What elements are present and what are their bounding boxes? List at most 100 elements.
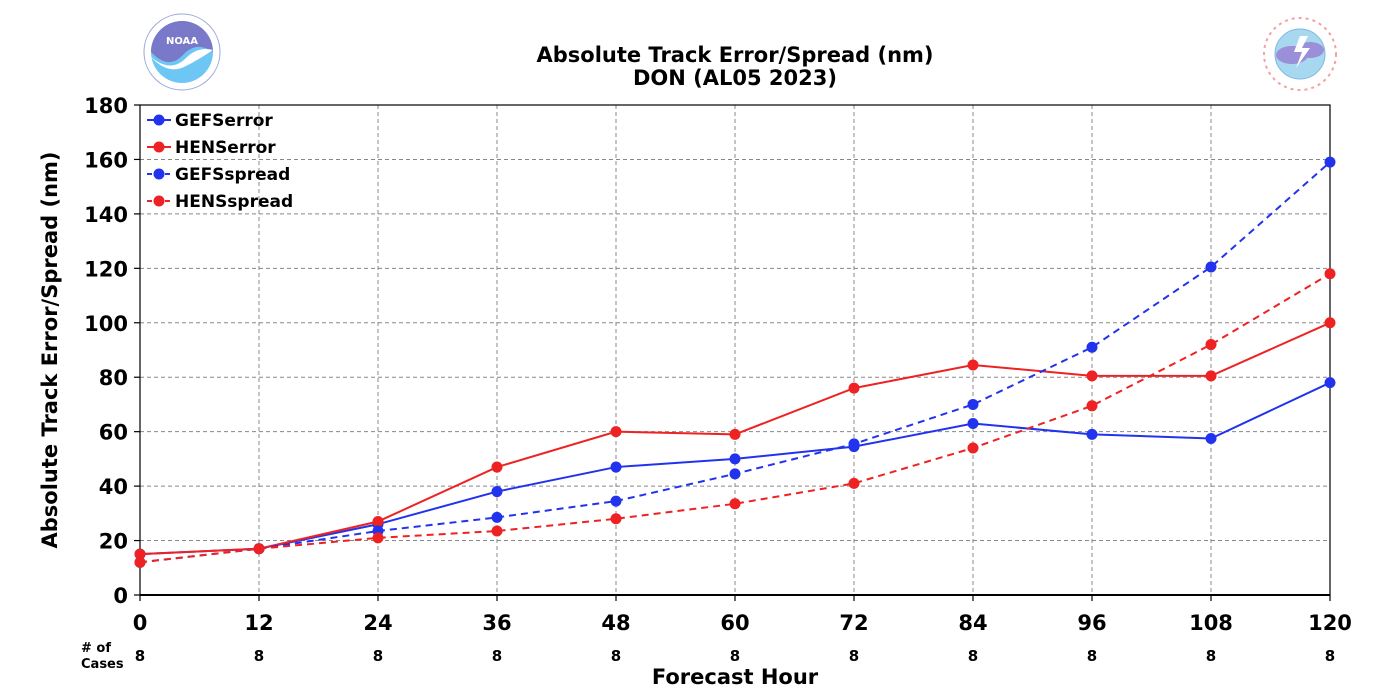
data-point [372, 516, 384, 527]
cases-label-line2: Cases [81, 657, 124, 672]
y-tick-label: 20 [99, 530, 128, 554]
case-count: 8 [135, 647, 145, 665]
y-axis-ticks: 0 20 40 60 80 100 120 140 160 180 [84, 94, 140, 608]
x-tick-label: 96 [1077, 611, 1106, 635]
data-point [610, 426, 622, 438]
y-tick-label: 100 [84, 312, 128, 336]
y-tick-label: 140 [84, 203, 128, 227]
case-count: 8 [254, 647, 264, 665]
data-point [134, 548, 146, 560]
series-layer [134, 156, 1336, 568]
series-line [139, 272, 1331, 564]
x-axis-label: Forecast Hour [652, 665, 819, 689]
data-point [610, 461, 622, 473]
data-point [1324, 317, 1336, 329]
data-point [491, 525, 503, 537]
data-point [1086, 428, 1098, 440]
x-tick-label: 48 [601, 611, 630, 635]
data-point [1205, 339, 1217, 351]
data-point [1324, 268, 1336, 280]
y-tick-label: 120 [84, 257, 128, 281]
data-point [848, 438, 860, 450]
data-point [729, 453, 741, 465]
x-tick-label: 24 [363, 611, 392, 635]
data-point [1086, 400, 1098, 412]
x-tick-label: 12 [244, 611, 273, 635]
chart-title-line2: DON (AL05 2023) [633, 66, 837, 90]
case-count: 8 [730, 647, 740, 665]
legend-swatch-marker [153, 168, 165, 180]
data-point [729, 468, 741, 480]
data-point [1086, 341, 1098, 353]
x-tick-label: 84 [958, 611, 987, 635]
legend-label: HENSspread [175, 192, 293, 212]
data-point [253, 543, 265, 555]
data-point [729, 428, 741, 440]
case-count: 8 [968, 647, 978, 665]
y-tick-label: 40 [99, 475, 128, 499]
noaa-logo-icon: NOAA [143, 13, 221, 91]
data-point [491, 511, 503, 523]
x-tick-label: 36 [482, 611, 511, 635]
case-count: 8 [1325, 647, 1335, 665]
y-tick-label: 180 [84, 94, 128, 118]
y-tick-label: 60 [99, 421, 128, 445]
data-point [967, 418, 979, 429]
legend: GEFSerror HENSerror GEFSspread HENSspread [147, 111, 293, 212]
y-tick-label: 160 [84, 148, 128, 172]
data-point [491, 461, 503, 473]
noaa-logo-text: NOAA [166, 36, 198, 47]
legend-swatch-marker [153, 114, 165, 126]
data-point [1205, 370, 1217, 382]
x-tick-label: 120 [1308, 611, 1352, 635]
y-tick-label: 80 [99, 366, 128, 390]
data-point [491, 486, 503, 498]
case-count: 8 [492, 647, 502, 665]
chart-title-line1: Absolute Track Error/Spread (nm) [536, 43, 933, 67]
x-axis-ticks: 0 12 24 36 48 60 72 84 96 108 120 [133, 595, 1352, 635]
data-point [729, 498, 741, 510]
y-axis-label: Absolute Track Error/Spread (nm) [38, 151, 62, 548]
series-henserror [134, 317, 1336, 560]
y-tick-label: 0 [113, 584, 128, 608]
data-point [1324, 377, 1336, 389]
data-point [967, 398, 979, 410]
legend-item-gefsspread: GEFSspread [147, 165, 290, 185]
data-point [848, 382, 860, 394]
data-point [1205, 432, 1217, 444]
data-point [1324, 156, 1336, 168]
x-tick-label: 108 [1189, 611, 1233, 635]
legend-swatch-marker [153, 141, 165, 153]
legend-swatch-marker [153, 195, 165, 207]
case-count: 8 [373, 647, 383, 665]
data-point [134, 556, 146, 568]
legend-label: GEFSspread [175, 165, 290, 185]
x-tick-label: 72 [839, 611, 868, 635]
legend-item-henserror: HENSerror [147, 138, 276, 158]
nws-logo-icon [1263, 17, 1337, 91]
cases-label-line1: # of [81, 641, 111, 656]
cases-row: 8 8 8 8 8 8 8 8 8 8 8 [135, 647, 1335, 665]
case-count: 8 [1087, 647, 1097, 665]
data-point [372, 532, 384, 544]
series-gefsspread [134, 156, 1336, 568]
data-point [610, 495, 622, 507]
x-tick-label: 60 [720, 611, 749, 635]
legend-label: GEFSerror [175, 111, 273, 131]
legend-label: HENSerror [175, 138, 276, 158]
data-point [967, 359, 979, 371]
legend-item-hensspread: HENSspread [147, 192, 293, 212]
case-count: 8 [849, 647, 859, 665]
grid-lines [140, 105, 1330, 595]
x-tick-label: 0 [133, 611, 148, 635]
data-point [848, 477, 860, 489]
series-hensspread [134, 268, 1336, 568]
data-point [967, 442, 979, 454]
data-point [1205, 261, 1217, 273]
case-count: 8 [1206, 647, 1216, 665]
data-point [1086, 370, 1098, 382]
data-point [610, 513, 622, 525]
legend-item-gefserror: GEFSerror [147, 111, 273, 131]
case-count: 8 [611, 647, 621, 665]
